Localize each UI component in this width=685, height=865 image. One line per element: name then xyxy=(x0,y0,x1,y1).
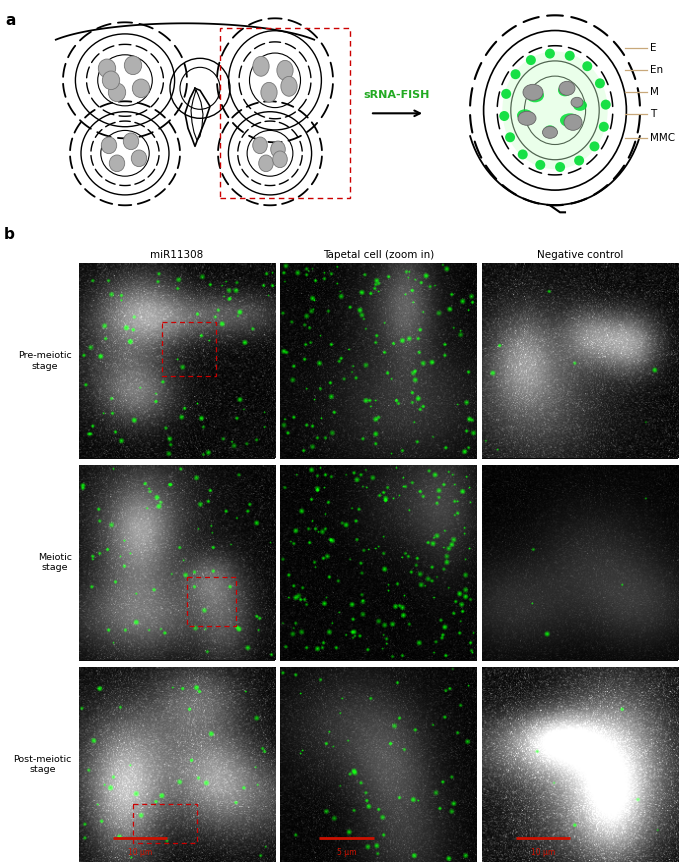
Ellipse shape xyxy=(110,155,125,171)
Ellipse shape xyxy=(517,109,533,121)
Ellipse shape xyxy=(277,61,293,80)
Ellipse shape xyxy=(124,56,142,74)
Ellipse shape xyxy=(590,141,599,151)
Ellipse shape xyxy=(558,84,572,96)
Ellipse shape xyxy=(273,151,287,168)
Ellipse shape xyxy=(545,48,555,59)
Ellipse shape xyxy=(281,76,297,96)
Text: 10 μm: 10 μm xyxy=(531,848,555,856)
Ellipse shape xyxy=(582,61,593,71)
Ellipse shape xyxy=(259,155,273,171)
Text: T: T xyxy=(650,109,656,119)
Text: En: En xyxy=(650,66,663,75)
Ellipse shape xyxy=(526,55,536,65)
Text: 5 μm: 5 μm xyxy=(337,848,356,856)
Ellipse shape xyxy=(599,122,609,131)
Text: miR11308: miR11308 xyxy=(151,249,203,260)
Bar xyxy=(220,29,350,198)
Ellipse shape xyxy=(501,89,511,99)
Text: MMC: MMC xyxy=(650,133,675,144)
Ellipse shape xyxy=(261,82,277,102)
Ellipse shape xyxy=(560,113,580,127)
Ellipse shape xyxy=(123,133,138,150)
Ellipse shape xyxy=(99,59,116,78)
Ellipse shape xyxy=(601,99,611,110)
Ellipse shape xyxy=(253,137,267,154)
Text: Meiotic
stage: Meiotic stage xyxy=(38,553,72,573)
Ellipse shape xyxy=(555,162,565,172)
Ellipse shape xyxy=(564,51,575,61)
Ellipse shape xyxy=(535,160,545,170)
Text: a: a xyxy=(5,13,15,29)
Ellipse shape xyxy=(499,111,509,121)
Ellipse shape xyxy=(132,79,150,98)
Ellipse shape xyxy=(526,88,544,102)
Ellipse shape xyxy=(132,150,147,167)
Text: Tapetal cell (zoom in): Tapetal cell (zoom in) xyxy=(323,249,434,260)
Text: M: M xyxy=(650,87,659,98)
Bar xyxy=(133,804,197,843)
Ellipse shape xyxy=(505,132,515,142)
Ellipse shape xyxy=(108,83,125,101)
Text: sRNA-FISH: sRNA-FISH xyxy=(364,90,430,100)
Ellipse shape xyxy=(523,84,543,100)
Ellipse shape xyxy=(526,78,584,143)
Ellipse shape xyxy=(102,71,120,90)
Ellipse shape xyxy=(253,56,269,76)
Ellipse shape xyxy=(510,69,521,80)
Ellipse shape xyxy=(595,79,605,88)
Text: Pre-meiotic
stage: Pre-meiotic stage xyxy=(18,351,72,370)
Ellipse shape xyxy=(271,141,285,157)
Ellipse shape xyxy=(564,114,582,131)
Text: Post-meiotic
stage: Post-meiotic stage xyxy=(14,755,72,774)
Bar xyxy=(187,577,236,626)
Ellipse shape xyxy=(573,99,587,111)
Ellipse shape xyxy=(571,98,583,107)
Text: E: E xyxy=(650,43,656,54)
Text: b: b xyxy=(3,227,14,241)
Ellipse shape xyxy=(101,137,116,154)
Ellipse shape xyxy=(518,150,527,159)
Ellipse shape xyxy=(518,112,536,125)
Ellipse shape xyxy=(543,126,558,138)
Ellipse shape xyxy=(559,81,575,95)
Ellipse shape xyxy=(574,156,584,165)
Text: Negative control: Negative control xyxy=(536,249,623,260)
Bar xyxy=(162,322,216,375)
Ellipse shape xyxy=(544,125,556,135)
Ellipse shape xyxy=(502,51,608,170)
Text: 10 μm: 10 μm xyxy=(128,848,152,856)
